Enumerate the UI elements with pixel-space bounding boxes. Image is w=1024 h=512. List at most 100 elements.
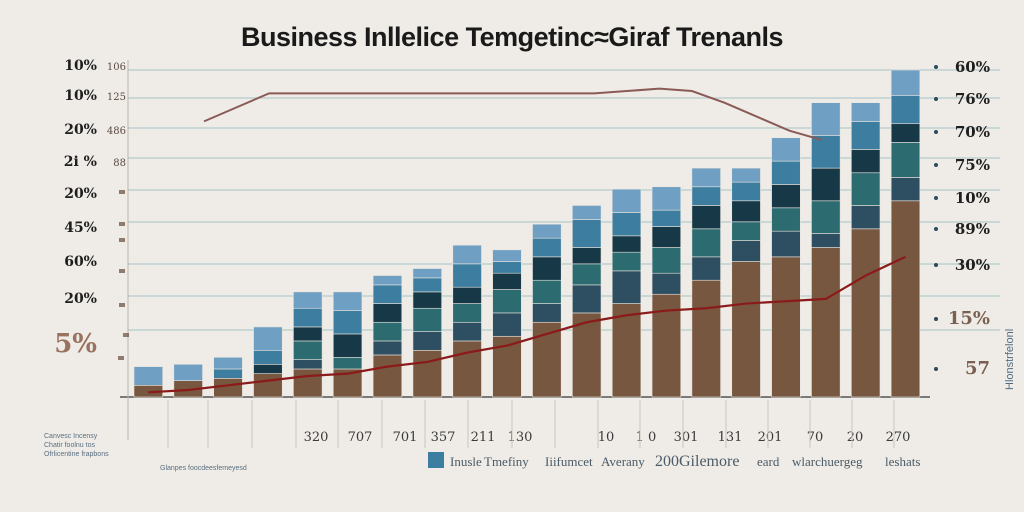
y-tick-label-inner: 486 <box>107 126 126 137</box>
bar-segment <box>850 205 881 230</box>
legend-entry: Tmefiny <box>484 454 529 469</box>
bar-segment <box>731 221 761 241</box>
bar-segment <box>532 279 562 304</box>
bar-segment <box>811 200 841 234</box>
bar-segment <box>850 149 881 174</box>
bar-segment <box>332 356 363 370</box>
y-tick-label-right: 10% <box>955 189 990 207</box>
bar-segment <box>452 286 482 304</box>
series-line-trend <box>203 87 823 142</box>
y-tick-label-right: 70% <box>955 123 990 141</box>
right-tick-dot <box>934 367 938 371</box>
bar-segment <box>611 251 642 272</box>
bar-segment <box>771 160 801 185</box>
bar-segment <box>850 102 881 122</box>
y-tick-label-left: 20% <box>64 186 97 202</box>
bar-segment <box>691 228 721 258</box>
y-tick-label-inner: 125 <box>107 92 126 103</box>
y-tick-label-left: 20% <box>64 291 97 307</box>
note-text: Glanpes foocdeesfemeyesd <box>160 465 247 472</box>
bar-segment <box>811 135 841 169</box>
legend-entry: wlarchuergeg <box>792 454 863 469</box>
tick-mark <box>123 333 129 337</box>
bar-segment <box>372 354 403 398</box>
bar-segment <box>293 359 323 370</box>
note-text: Ofrlicentine frapbons <box>44 451 109 458</box>
bar-segment <box>771 256 801 398</box>
y-tick-label-right: 57 <box>965 358 990 379</box>
bar-segment <box>452 263 482 288</box>
note-text: Canvesc Incensy <box>44 433 98 440</box>
bar-segment <box>691 279 721 398</box>
bar-segment <box>372 303 403 323</box>
bar-segment <box>890 200 921 398</box>
x-tick-label: 130 <box>508 430 533 445</box>
bar-segment <box>253 349 283 365</box>
right-side-label: Hlonstrfelonl <box>1004 329 1016 390</box>
y-tick-label-left: 20% <box>64 122 97 138</box>
bar-segment <box>452 340 482 398</box>
bar-segment <box>492 261 522 274</box>
bar-segment <box>691 167 721 188</box>
bar-segment <box>293 368 323 398</box>
bar-segment <box>811 102 841 136</box>
bar-segment <box>731 261 761 398</box>
bar-segment <box>532 223 562 239</box>
x-tick-label: 320 <box>304 430 329 445</box>
bar-segment <box>412 331 442 351</box>
bar-segment <box>691 186 721 206</box>
y-tick-label-right: 30% <box>955 256 990 274</box>
right-tick-dot <box>934 130 938 134</box>
bar-segment <box>532 237 562 258</box>
bar-segment <box>771 137 801 162</box>
bar-segment <box>372 340 403 356</box>
bar-segment <box>890 69 921 96</box>
bar-segment <box>731 200 761 223</box>
bar-segment <box>850 228 881 398</box>
bar-segment <box>452 321 482 342</box>
bar-segment <box>771 207 801 232</box>
y-tick-label-right: 60% <box>955 58 990 76</box>
bar-segment <box>811 167 841 202</box>
bar-segment <box>811 233 841 248</box>
right-tick-dot <box>934 97 938 101</box>
bar-segment <box>293 340 323 360</box>
bar-segment <box>293 307 323 328</box>
x-tick-label: 270 <box>886 430 911 445</box>
x-tick-label: 70 <box>807 430 824 445</box>
bar-segment <box>890 177 921 202</box>
bar-segment <box>611 270 642 304</box>
bar-segment <box>492 289 522 314</box>
x-tick-label: 357 <box>431 430 456 445</box>
bar-segment <box>492 312 522 337</box>
right-tick-dot <box>934 317 938 321</box>
legend-entry: eard <box>757 454 780 469</box>
bar-segment <box>691 205 721 230</box>
tick-mark <box>119 269 125 273</box>
bar-segment <box>651 247 682 274</box>
bar-segment <box>452 303 482 323</box>
x-tick-label: 20 <box>847 430 864 445</box>
series-line-red <box>148 255 906 394</box>
x-tick-label: 10 <box>598 430 615 445</box>
bar-segment <box>611 303 642 398</box>
bar-segment <box>572 312 602 398</box>
note-text: Chatir foolnu tos <box>44 442 95 449</box>
right-tick-dot <box>934 227 938 231</box>
y-tick-label-left: 10% <box>64 88 97 104</box>
bar-segment <box>332 333 363 358</box>
legend-entry: Inusle <box>450 454 482 469</box>
bar-segment <box>771 184 801 209</box>
bar-segment <box>611 188 642 213</box>
y-tick-label-right: 89% <box>955 220 990 238</box>
bar-segment <box>532 303 562 323</box>
bar-segment <box>651 226 682 248</box>
bar-segment <box>651 209 682 227</box>
y-tick-label-left: 5% <box>54 329 97 359</box>
chart-title: Business Inllelice Temgetinc≈Giraf Trena… <box>240 22 784 52</box>
legend-entry: 200Gilemore <box>655 453 739 470</box>
right-tick-dot <box>934 65 938 69</box>
bar-segment <box>412 349 442 398</box>
x-tick-label: 701 <box>393 430 418 445</box>
y-tick-label-right: 15% <box>948 308 990 329</box>
